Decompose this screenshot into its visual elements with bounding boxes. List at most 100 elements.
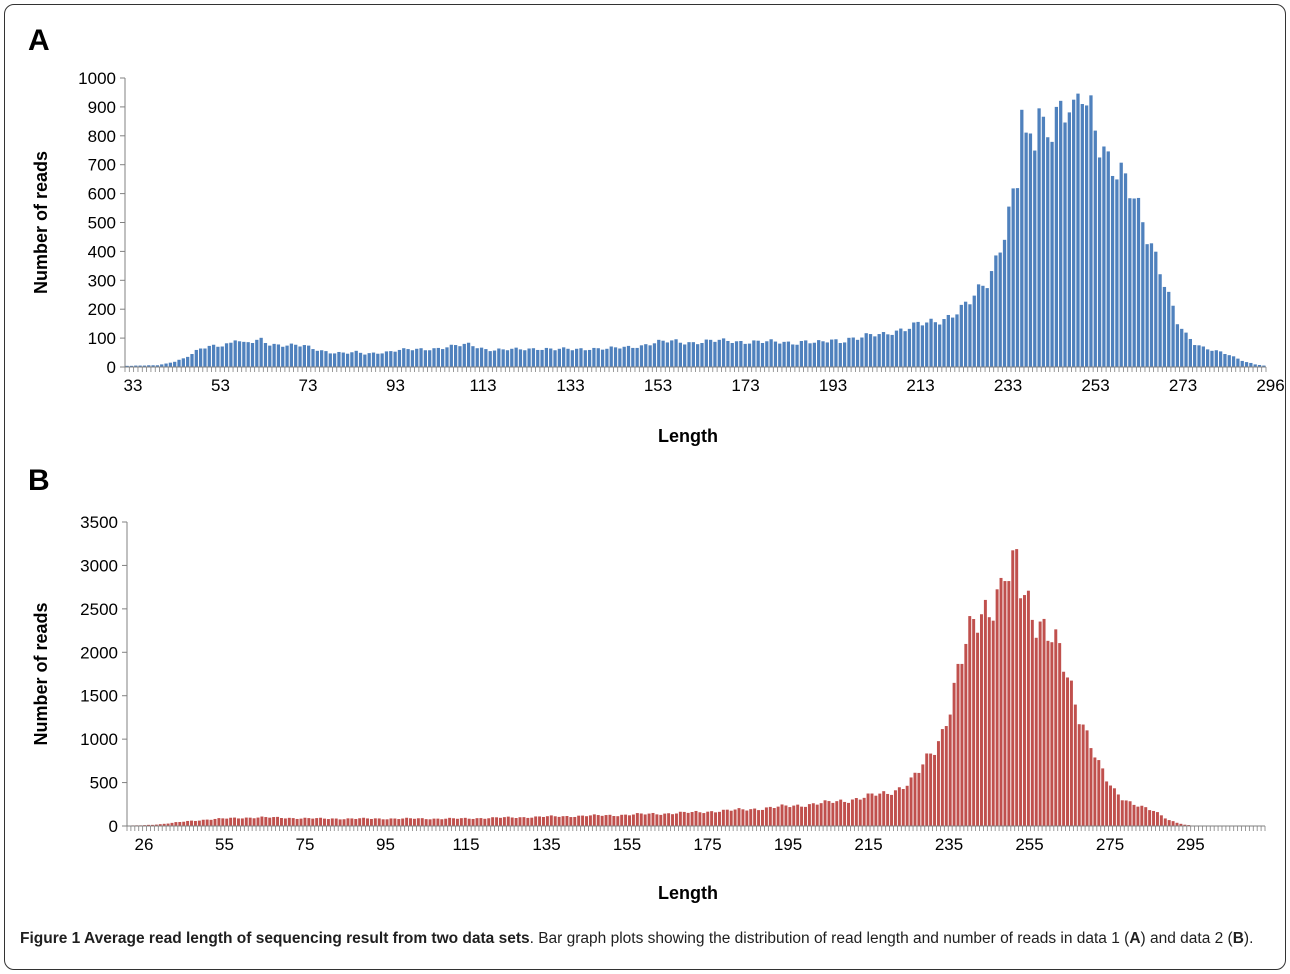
b-bar-233 (936, 741, 940, 826)
a-bar-33 (125, 365, 129, 367)
a-bar-255 (1085, 105, 1089, 367)
a-bar-260 (1106, 151, 1110, 367)
b-bar-101 (420, 818, 424, 826)
a-bar-148 (622, 346, 626, 367)
b-bar-38 (174, 822, 178, 826)
a-bar-171 (721, 338, 726, 367)
a-bar-241 (1024, 132, 1028, 367)
a-bar-250 (1063, 122, 1067, 367)
b-bar-287 (1148, 810, 1152, 826)
a-bar-78 (320, 350, 324, 367)
a-x-tick-label: 93 (386, 376, 405, 395)
a-bar-64 (259, 337, 263, 367)
b-bar-107 (444, 818, 448, 826)
b-bar-95 (397, 819, 401, 826)
a-bar-128 (536, 349, 540, 367)
b-bar-132 (542, 816, 545, 826)
figure-caption: Figure 1 Average read length of sequenci… (20, 928, 1272, 949)
a-bar-44 (173, 361, 177, 367)
a-bar-262 (1115, 179, 1119, 367)
a-bar-210 (890, 334, 894, 367)
b-bar-268 (1073, 704, 1077, 826)
a-x-minor-ticks (124, 367, 1267, 372)
a-bar-118 (492, 350, 497, 367)
b-bar-243 (976, 632, 980, 826)
b-y-tick-label: 3000 (80, 556, 118, 575)
b-bar-167 (678, 811, 682, 826)
a-bar-98 (406, 349, 410, 367)
a-x-tick-label: 233 (994, 376, 1022, 395)
a-bar-149 (626, 345, 631, 367)
a-bar-187 (791, 344, 795, 367)
b-bar-40 (182, 821, 186, 826)
b-bar-92 (385, 819, 389, 826)
a-x-tick-label: 73 (299, 376, 318, 395)
b-bar-197 (796, 804, 800, 826)
b-bar-141 (577, 815, 581, 826)
a-bar-47 (186, 356, 190, 367)
a-bar-66 (268, 345, 272, 367)
b-bar-265 (1062, 671, 1066, 826)
a-bar-200 (847, 337, 851, 367)
b-bar-156 (635, 813, 639, 826)
b-bar-180 (729, 810, 733, 826)
a-bar-48 (190, 354, 194, 367)
b-bar-213 (858, 799, 862, 826)
a-bar-106 (441, 349, 445, 367)
b-bar-269 (1077, 724, 1081, 826)
a-bar-129 (540, 349, 544, 367)
b-bar-49 (217, 818, 221, 826)
b-bar-193 (780, 804, 784, 826)
b-bar-235 (944, 726, 948, 826)
a-bar-233 (989, 271, 994, 367)
a-bar-280 (1193, 345, 1197, 367)
b-bar-190 (768, 806, 772, 826)
b-bar-127 (522, 817, 526, 826)
b-bar-280 (1120, 800, 1124, 826)
b-bar-83 (350, 818, 354, 826)
a-bar-133 (557, 348, 561, 367)
b-bar-198 (800, 806, 804, 826)
b-bar-67 (287, 817, 291, 826)
b-bar-292 (1167, 820, 1171, 826)
a-bar-185 (782, 341, 786, 367)
a-bar-278 (1184, 332, 1188, 367)
a-bar-90 (371, 352, 376, 367)
a-y-tick-label: 500 (88, 214, 116, 233)
b-bar-152 (620, 814, 624, 826)
b-bar-138 (565, 816, 569, 826)
a-bar-290 (1236, 358, 1240, 367)
b-bar-78 (330, 818, 334, 826)
b-bar-50 (221, 818, 225, 826)
b-bar-91 (381, 819, 385, 826)
a-bar-142 (596, 348, 600, 367)
b-bar-177 (717, 811, 721, 826)
a-bar-96 (397, 349, 402, 367)
a-bar-154 (648, 345, 652, 367)
b-bar-118 (487, 818, 491, 826)
b-bar-207 (835, 801, 839, 826)
b-bar-252 (1011, 550, 1015, 826)
a-bar-180 (760, 343, 765, 367)
a-bar-60 (242, 341, 246, 367)
a-bar-169 (713, 341, 717, 367)
b-bar-96 (401, 818, 405, 826)
a-bar-139 (583, 350, 587, 367)
a-bar-79 (324, 351, 328, 367)
b-bar-33 (154, 824, 158, 826)
b-bar-200 (807, 804, 811, 826)
a-bar-51 (203, 348, 207, 367)
a-bar-288 (1227, 355, 1231, 367)
a-bar-208 (881, 332, 886, 367)
a-bar-245 (1041, 116, 1046, 367)
b-bar-261 (1046, 640, 1050, 826)
b-bar-263 (1054, 629, 1058, 826)
a-bar-257 (1093, 130, 1097, 367)
caption-ref-b: B (1232, 930, 1244, 947)
b-bar-254 (1019, 598, 1023, 826)
b-bar-257 (1030, 619, 1034, 826)
a-bar-234 (994, 255, 998, 367)
b-bar-296 (1183, 824, 1187, 826)
b-bar-134 (549, 815, 553, 826)
a-y-axis-title: Number of reads (31, 151, 51, 294)
